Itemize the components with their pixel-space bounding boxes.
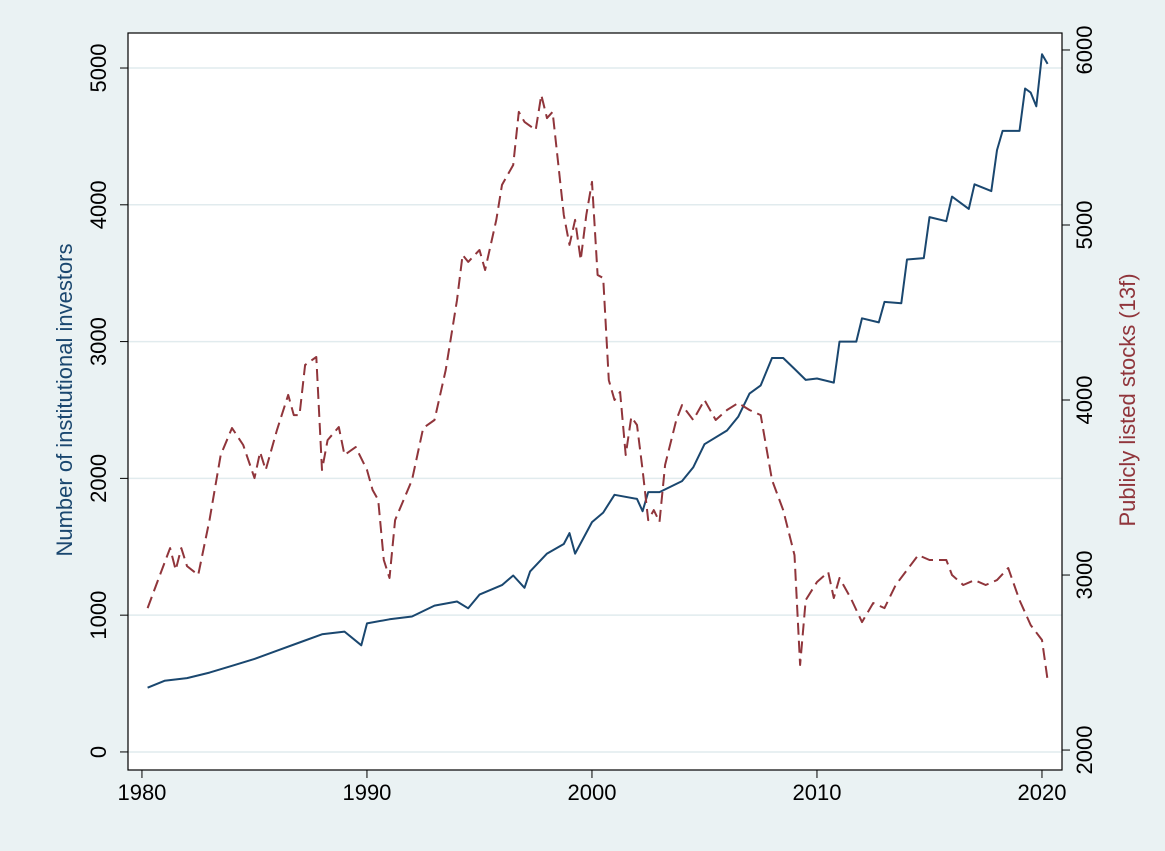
y2-tick-label: 2000 [1072, 726, 1097, 775]
plot-area [128, 33, 1062, 770]
x-tick-label: 1980 [117, 780, 166, 805]
y2-tick-label: 5000 [1072, 201, 1097, 250]
y2-tick-label: 3000 [1072, 551, 1097, 600]
x-tick-label: 2000 [567, 780, 616, 805]
y2-tick-label: 6000 [1072, 26, 1097, 75]
y-tick-label: 1000 [86, 591, 111, 640]
x-tick-label: 1990 [342, 780, 391, 805]
x-tick-label: 2020 [1017, 780, 1066, 805]
grid [128, 67, 1062, 753]
y2-axis-title: Publicly listed stocks (13f) [1115, 273, 1140, 526]
y-tick-label: 0 [86, 746, 111, 758]
y-tick-label: 4000 [86, 180, 111, 229]
x-tick-label: 2010 [792, 780, 841, 805]
y-axis-title: Number of institutional investors [52, 243, 77, 556]
y2-tick-label: 4000 [1072, 376, 1097, 425]
y-tick-label: 3000 [86, 317, 111, 366]
y-tick-label: 2000 [86, 454, 111, 503]
plot-frame [127, 32, 1063, 771]
lines [146, 53, 1049, 689]
series-line [147, 53, 1049, 689]
y-tick-label: 5000 [86, 44, 111, 93]
